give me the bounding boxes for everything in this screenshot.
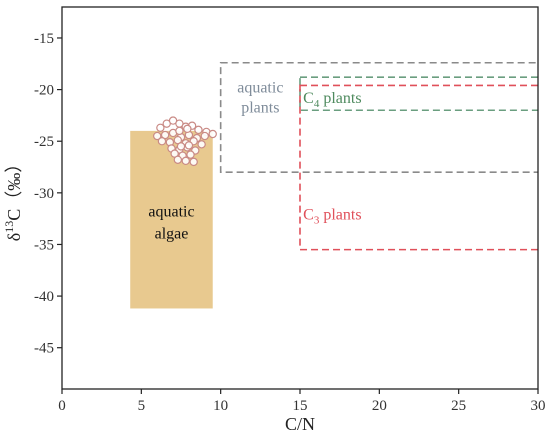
y-tick-label: -35	[34, 237, 54, 253]
x-tick-label: 15	[293, 398, 308, 414]
y-tick-label: -30	[34, 186, 54, 202]
data-point	[152, 131, 162, 141]
label-aquatic-algae: aquatic algae	[148, 204, 194, 243]
label-c3-plants-subscript: 3	[314, 215, 320, 227]
label-c4-plants-subscript: 4	[314, 98, 320, 110]
x-axis-title: C/N	[285, 414, 315, 434]
y-tick-label: -25	[34, 134, 54, 150]
data-point	[175, 126, 184, 136]
y-tick-label: -40	[34, 289, 54, 305]
x-tick-label: 5	[138, 398, 146, 414]
x-tick-label: 10	[213, 398, 228, 414]
y-axis-title-prefix: δ	[4, 233, 24, 241]
y-axis-title-main: C（‰）	[4, 155, 24, 221]
y-axis-title-superscript: 13	[2, 221, 16, 233]
data-point	[186, 150, 195, 159]
y-tick-label: -20	[34, 83, 54, 99]
label-aquatic-algae-line: aquatic	[148, 204, 194, 221]
x-tick-label: 20	[372, 398, 387, 414]
region-c4-plants	[299, 76, 538, 112]
y-axis-title: δ13C（‰）	[2, 155, 24, 242]
data-point	[183, 124, 192, 134]
data-point	[189, 157, 198, 167]
data-point	[184, 141, 194, 150]
data-point	[197, 140, 206, 149]
label-c3-plants-rest: plants	[319, 207, 361, 224]
data-point	[157, 137, 167, 146]
label-aquatic-plants: aquatic plants	[237, 80, 283, 117]
label-c3-plants: C3 plants	[303, 207, 361, 227]
region-aquatic-plants	[219, 61, 538, 173]
label-c4-plants-rest: plants	[319, 90, 361, 107]
x-tick-label: 25	[451, 398, 466, 414]
x-tick-label: 30	[531, 398, 546, 414]
region-aquatic-algae	[130, 130, 213, 309]
label-c3-plants-main: C	[303, 207, 314, 224]
x-tick-label: 0	[58, 398, 66, 414]
label-aquatic-plants-line: plants	[241, 100, 279, 117]
data-point	[176, 142, 186, 151]
data-point	[200, 131, 209, 141]
region-c3-plants	[299, 84, 538, 251]
data-point	[181, 156, 190, 166]
label-aquatic-plants-line: aquatic	[237, 80, 283, 97]
label-c4-plants: C4 plants	[303, 90, 361, 110]
y-tick-label: -45	[34, 341, 54, 357]
label-c4-plants-main: C	[303, 90, 314, 107]
data-point	[173, 155, 183, 164]
data-point	[156, 123, 165, 132]
label-aquatic-algae-line: algae	[155, 226, 189, 243]
y-tick-label: -15	[34, 31, 54, 47]
data-point	[194, 125, 203, 135]
data-point	[208, 129, 217, 139]
